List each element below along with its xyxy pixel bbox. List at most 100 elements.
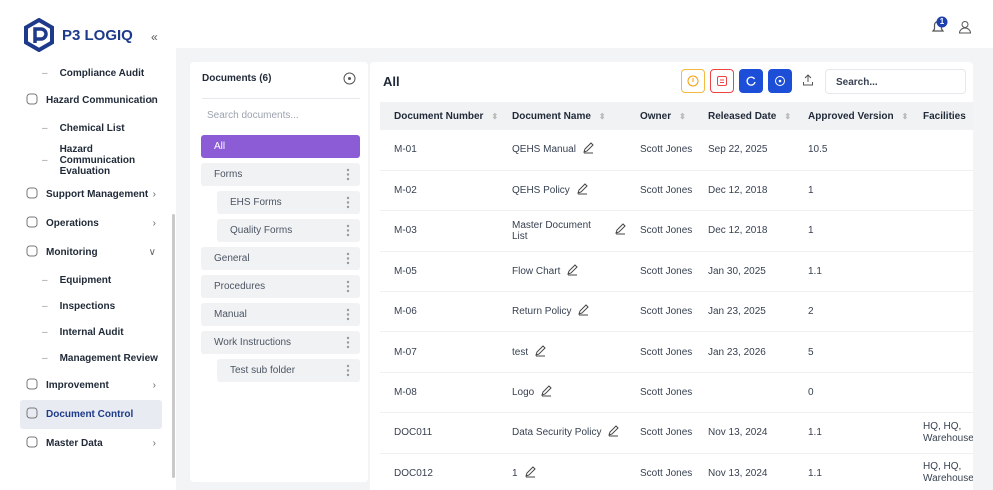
chevron: ∨: [148, 95, 156, 106]
brand: P3 LOGIQ: [62, 26, 133, 44]
info-button[interactable]: [681, 69, 705, 93]
table-row[interactable]: M-01 QEHS Manual Scott Jones Sep 22, 2025 10…: [380, 130, 973, 171]
cell-text: Scott Jones: [640, 346, 693, 358]
document-name[interactable]: Data Security Policy: [512, 427, 602, 439]
user-menu[interactable]: [958, 20, 972, 34]
nav-subitem[interactable]: – Inspections: [0, 293, 176, 319]
nav-item[interactable]: Hazard Communication ∨: [20, 86, 162, 115]
nav-subitem[interactable]: – Chemical List: [0, 115, 176, 141]
column-header[interactable]: Document Number ⬍: [380, 102, 498, 130]
nav-item[interactable]: Support Management ›: [20, 180, 162, 209]
document-name[interactable]: QEHS Manual: [512, 144, 576, 156]
nav-item[interactable]: Improvement ›: [20, 371, 162, 400]
nav-label: Management Review: [59, 352, 158, 364]
nav-subitem[interactable]: – Compliance Audit: [0, 60, 176, 86]
document-name[interactable]: QEHS Policy: [512, 185, 570, 197]
add-folder[interactable]: [343, 72, 356, 85]
nav-subitem[interactable]: – Hazard Communication Evaluation: [0, 141, 176, 180]
edit-icon[interactable]: [607, 425, 620, 440]
add-button[interactable]: [768, 69, 792, 93]
edit-icon[interactable]: [614, 223, 626, 238]
document-name[interactable]: test: [512, 346, 529, 358]
folder[interactable]: Work Instructions: [201, 331, 360, 354]
folder[interactable]: All: [201, 135, 360, 158]
sort-icon: ⬍: [679, 111, 686, 121]
folder-menu: [346, 196, 350, 212]
folder-list: All Forms EHS Forms Quality Forms General Pro…: [201, 135, 360, 387]
nav-item[interactable]: Operations ›: [20, 209, 162, 238]
folder-label: Quality Forms: [230, 225, 293, 236]
table-row[interactable]: M-05 Flow Chart Scott Jones Jan 30, 2025 1.1: [380, 251, 973, 293]
folder[interactable]: Manual: [201, 303, 360, 326]
collapse-button[interactable]: «: [151, 30, 158, 44]
folder-menu: [346, 308, 350, 324]
document-name[interactable]: Logo: [512, 387, 535, 399]
column-header[interactable]: Released Date ⬍: [694, 102, 794, 130]
column-header[interactable]: Document Name ⬍: [498, 102, 626, 130]
export-button[interactable]: [802, 74, 814, 86]
cell: Scott Jones: [626, 453, 694, 490]
cell: Dec 12, 2018: [694, 210, 794, 252]
edit-icon[interactable]: [582, 142, 594, 157]
document-name[interactable]: Master Document List: [512, 219, 591, 242]
folder-label: Forms: [214, 169, 243, 180]
table-row[interactable]: DOC011 Data Security Policy Scott Jones Nov…: [380, 412, 973, 454]
column-header[interactable]: Owner ⬍: [626, 102, 694, 130]
table-row[interactable]: DOC012 1 Scott Jones Nov 13, 2024 1.1 HQ, HQ,…: [380, 453, 973, 490]
folder[interactable]: General: [201, 247, 360, 270]
dash: –: [42, 122, 48, 134]
table-row[interactable]: M-03 Master Document List Scott Jones Dec 1…: [380, 210, 973, 252]
logo[interactable]: P3 LOGIQ: [22, 18, 133, 52]
cell: M-07: [380, 331, 498, 373]
edit-icon[interactable]: [534, 344, 546, 360]
nav-subitem[interactable]: – Management Review: [0, 345, 176, 371]
edit-icon[interactable]: [540, 385, 552, 400]
folder-search[interactable]: Search documents...: [207, 110, 299, 121]
edit-icon[interactable]: [577, 304, 590, 319]
nav-label: Operations: [46, 218, 99, 229]
edit-icon[interactable]: [576, 183, 588, 198]
cell: 5: [794, 331, 909, 373]
cell: Logo: [498, 372, 626, 414]
folder-title: Documents (6): [202, 73, 272, 84]
cell: 1: [498, 453, 626, 490]
document-name[interactable]: Return Policy: [512, 306, 572, 318]
edit-icon[interactable]: [524, 466, 536, 481]
name-cell: QEHS Policy: [512, 183, 626, 198]
nav-item[interactable]: Document Control: [20, 400, 162, 429]
folder[interactable]: Procedures: [201, 275, 360, 298]
nav-icon: [26, 187, 38, 202]
nav-icon: [26, 93, 38, 108]
nav-subitem[interactable]: – Internal Audit: [0, 319, 176, 345]
document-name[interactable]: Flow Chart: [512, 265, 561, 277]
table-search[interactable]: Search...: [825, 69, 966, 94]
folder[interactable]: EHS Forms: [217, 191, 360, 214]
cell-text: Dec 12, 2018: [708, 185, 768, 197]
nav-subitem[interactable]: – Equipment: [0, 267, 176, 293]
folder[interactable]: Test sub folder: [217, 359, 360, 382]
cell: 10.5: [794, 130, 909, 171]
scrollbar[interactable]: [172, 214, 175, 478]
cell: QEHS Manual: [498, 130, 626, 171]
table-row[interactable]: M-08 Logo Scott Jones 0: [380, 372, 973, 414]
sort-icon: ⬍: [901, 111, 909, 121]
folder[interactable]: Quality Forms: [217, 219, 360, 242]
nav-item[interactable]: Master Data ›: [20, 429, 162, 458]
table-row[interactable]: M-02 QEHS Policy Scott Jones Dec 12, 2018 1: [380, 170, 973, 212]
cell-text: Scott Jones: [640, 225, 693, 237]
edit-icon[interactable]: [566, 264, 579, 279]
column-label: Released Date: [708, 110, 777, 122]
column-header[interactable]: Approved Version ⬍: [794, 102, 909, 130]
nav-icon: [26, 245, 38, 260]
document-name[interactable]: 1: [512, 467, 518, 479]
folder[interactable]: Forms: [201, 163, 360, 186]
table-row[interactable]: M-06 Return Policy Scott Jones Jan 23, 2025…: [380, 291, 973, 333]
refresh-button[interactable]: [739, 69, 763, 93]
column-header[interactable]: Facilities: [909, 102, 973, 130]
archive-button[interactable]: [710, 69, 734, 93]
dash: –: [42, 274, 48, 286]
nav-item[interactable]: Monitoring ∨: [20, 238, 162, 267]
cell: Scott Jones: [626, 170, 694, 212]
table-row[interactable]: M-07 test Scott Jones Jan 23, 2026 5: [380, 331, 973, 373]
notifications[interactable]: [928, 16, 950, 36]
